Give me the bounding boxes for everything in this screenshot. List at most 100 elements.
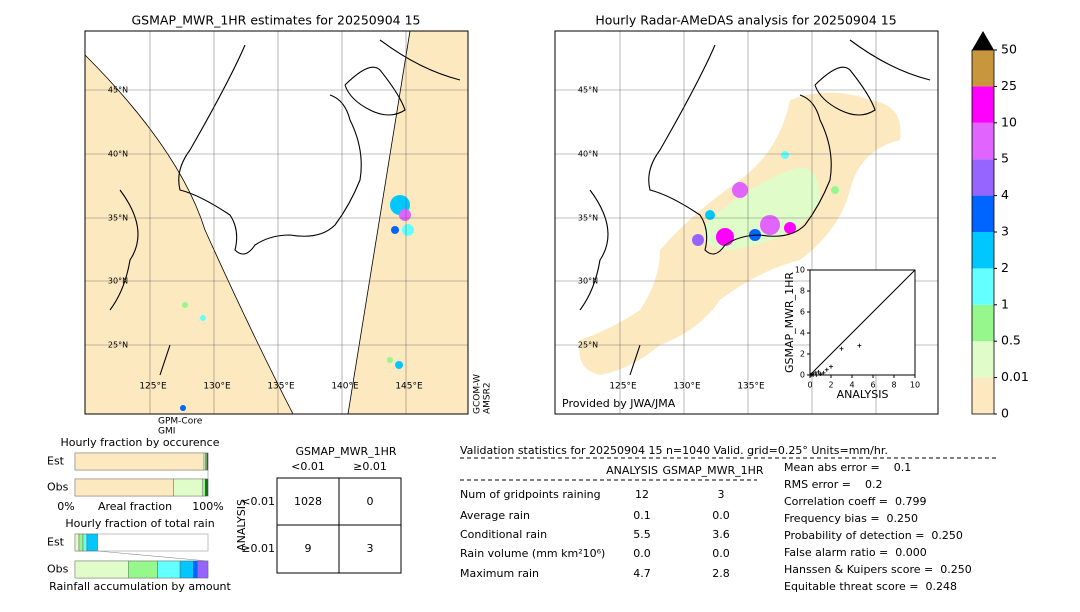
colorbar-segment [972, 195, 994, 232]
colorbar-segment [972, 268, 994, 305]
rain-cell [831, 186, 839, 194]
colorbar-label: 2 [1001, 260, 1009, 275]
map: 45°N 40°N 35°N 30°N 25°N 125°E 130°E 135°E 140°E… [84, 30, 469, 415]
rain-cell [781, 151, 789, 159]
lat-label: 30°N [108, 277, 128, 286]
lon-label: 145°E [395, 382, 423, 392]
bar-segment [74, 478, 174, 497]
swath [84, 54, 294, 415]
rain-cell [784, 222, 796, 234]
total-title: Hourly fraction of total rain [65, 517, 214, 530]
x-label: 100% [192, 500, 223, 513]
rain-cell [182, 302, 188, 308]
left-map-title: GSMAP_MWR_1HR estimates for 20250904 15 [132, 13, 421, 28]
bar-segment [157, 560, 181, 579]
x-label: 0% [57, 500, 74, 513]
lat-label: 25°N [108, 341, 128, 350]
col-header: ≥0.01 [353, 460, 387, 473]
x-tick-label: 6 [870, 381, 875, 390]
validation-header: Validation statistics for 20250904 15 n=… [460, 444, 888, 457]
stat-value: 0.0 [712, 509, 730, 522]
colorbar-label: 0.5 [1001, 333, 1021, 348]
row-header: <0.01 [241, 495, 275, 508]
point [818, 371, 823, 376]
point [824, 367, 829, 372]
col-header: <0.01 [291, 460, 325, 473]
y-tick-label: 8 [800, 287, 805, 296]
colorbar-label: 3 [1001, 224, 1009, 239]
lon-label: 125°E [609, 382, 637, 392]
bar-segment [78, 533, 84, 552]
x-tick-label: 4 [849, 381, 854, 390]
cell: 1028 [294, 495, 322, 508]
diagonal [809, 269, 916, 376]
rain-cell [402, 224, 414, 236]
rain-cell [732, 182, 748, 198]
point [839, 346, 844, 351]
stat-label: Conditional rain [460, 528, 547, 541]
x-tick-label: 10 [910, 381, 920, 390]
colorbar-label: 4 [1001, 187, 1009, 202]
cell: 9 [305, 542, 312, 555]
bar-segment [179, 560, 194, 579]
lon-label: 125°E [139, 382, 167, 392]
stat-value: 0.0 [633, 547, 651, 560]
bar-segment [74, 533, 80, 552]
row-header: ≥0.01 [241, 542, 275, 555]
col-header: ANALYSIS [606, 464, 658, 477]
cell: 3 [367, 542, 374, 555]
y-tick-label: 0 [800, 371, 805, 380]
y-axis-label: GSMAP_MWR_1HR [783, 272, 796, 373]
bar-segment [74, 560, 129, 579]
lon-label: 135°E [737, 382, 765, 392]
row-label: Est [47, 536, 65, 549]
point [816, 369, 821, 374]
stat-label: Maximum rain [460, 567, 539, 580]
stat-value: 0.0 [712, 547, 730, 560]
stat-value: 12 [635, 488, 649, 501]
score: False alarm ratio = 0.000 [784, 546, 927, 559]
credit: Provided by JWA/JMA [562, 397, 676, 410]
lon-label: 130°E [203, 382, 231, 392]
x-label: Areal fraction [98, 500, 172, 513]
bar-segment [193, 560, 198, 579]
y-tick-label: 4 [800, 329, 805, 338]
stat-value: 3.6 [712, 528, 730, 541]
rain-cell [399, 209, 411, 221]
colorbar-segment [972, 232, 994, 269]
lat-label: 45°N [108, 86, 128, 95]
lat-label: 35°N [578, 214, 598, 223]
bar-segment [205, 478, 209, 497]
row-label: Obs [47, 563, 69, 576]
rain-cell [760, 215, 780, 235]
rain-cell [200, 315, 206, 321]
lat-label: 30°N [578, 277, 598, 286]
connector [97, 550, 209, 562]
score: RMS error = 0.2 [784, 478, 882, 491]
y-tick-label: 10 [795, 266, 805, 275]
colorbar-segment [972, 304, 994, 342]
score: Equitable threat score = 0.248 [784, 580, 957, 593]
rain-cell [705, 210, 715, 220]
y-tick-label: 2 [800, 350, 805, 359]
lat-label: 25°N [578, 341, 598, 350]
rain-cell [716, 228, 734, 246]
bar-segment [82, 533, 88, 552]
sensor-label: GPM-Core [158, 417, 203, 427]
x-tick-label: 2 [828, 381, 833, 390]
score: Probability of detection = 0.250 [784, 529, 963, 542]
sensor-label: GCOM-W [473, 374, 483, 414]
point [829, 364, 833, 369]
coastline [579, 39, 931, 376]
colorbar-label: 0.01 [1001, 369, 1029, 384]
point [814, 373, 819, 377]
colorbar-segment [972, 377, 994, 414]
colorbar-segment [972, 159, 994, 196]
coastline [109, 39, 461, 376]
contingency-title: GSMAP_MWR_1HR [295, 445, 396, 458]
colorbar-extend [972, 31, 994, 50]
colorbar-label: 10 [1001, 114, 1017, 129]
stat-label: Num of gridpoints raining [460, 488, 601, 501]
colorbar-label: 1 [1001, 296, 1009, 311]
